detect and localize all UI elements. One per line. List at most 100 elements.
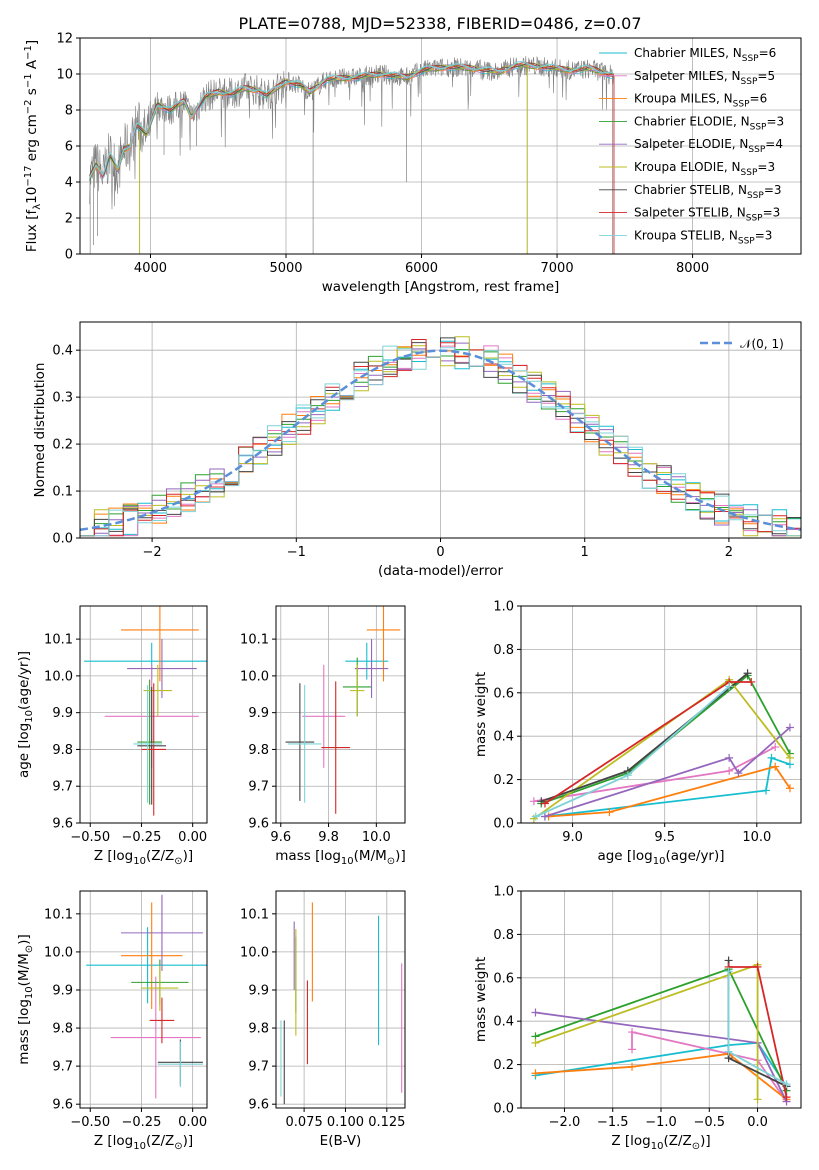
y-tick-label: 0.4 [493, 730, 514, 745]
x-tick-label: 9.0 [562, 830, 583, 845]
y-tick-label: 9.9 [248, 706, 269, 721]
plot-area [80, 891, 207, 1108]
x-tick-label: 0.125 [368, 1115, 405, 1130]
y-tick-label: 9.6 [52, 1098, 73, 1113]
data-point-marker [628, 1045, 637, 1054]
data-point-marker [734, 769, 743, 778]
legend-entry: Salpeter ELODIE, NSSP=4 [634, 137, 783, 155]
mass-weight-line [548, 765, 791, 818]
y-tick-label: 9.7 [52, 1060, 73, 1075]
data-point-marker [725, 766, 734, 775]
mass-weight-line [544, 756, 791, 818]
y-tick-label: 10.1 [44, 633, 73, 648]
residual-histogram-step [80, 336, 801, 537]
x-tick-label: −1.5 [597, 1115, 629, 1130]
plot-marks [84, 606, 207, 816]
x-axis-label: wavelength [Angstrom, rest frame] [322, 279, 560, 295]
y-tick-label: 0.8 [493, 643, 514, 658]
y-tick-label: 9.8 [248, 1022, 269, 1037]
y-tick-label: 0.3 [52, 391, 73, 406]
y-tick-label: 0.8 [493, 928, 514, 943]
plot-marks [280, 902, 403, 1105]
y-tick-label: 6 [65, 140, 73, 155]
axes-frame [520, 605, 802, 824]
plot-marks [529, 669, 794, 823]
axes-frame [275, 890, 406, 1109]
y-tick-label: 9.6 [52, 817, 73, 832]
y-tick-label: 0.2 [493, 1058, 514, 1073]
x-tick-label: −1.0 [645, 1115, 677, 1130]
data-point-marker [725, 682, 734, 691]
y-tick-label: 0.2 [52, 438, 73, 453]
x-tick-label: −0.50 [70, 1115, 110, 1130]
y-tick-label: 9.7 [248, 1060, 269, 1075]
x-axis-label: Z [log10(Z/Z⊙)] [611, 1133, 710, 1152]
y-tick-label: 9.6 [248, 1098, 269, 1113]
y-axis-label: age [log10(age/yr)] [16, 651, 35, 778]
x-tick-label: −0.50 [70, 830, 110, 845]
data-point-marker [782, 1080, 791, 1089]
y-tick-label: 9.8 [52, 743, 73, 758]
data-point-marker [767, 753, 776, 762]
y-tick-label: 1.0 [493, 600, 514, 615]
x-tick-label: −0.5 [693, 1115, 725, 1130]
x-tick-label: 0.00 [178, 830, 207, 845]
x-tick-label: 9.6 [270, 830, 291, 845]
y-tick-label: 10.0 [44, 669, 73, 684]
mass-weight-line [541, 674, 791, 805]
data-point-marker [724, 967, 733, 976]
spectrum-panel: Chabrier MILES, NSSP=6 Salpeter MILES, NS… [23, 32, 802, 295]
x-axis-label: Z [log10(Z/Z⊙)] [94, 1133, 193, 1152]
mass-weight-line [535, 1041, 788, 1087]
y-tick-label: 10.0 [240, 945, 269, 960]
y-tick-label: 9.9 [52, 706, 73, 721]
mass-vs-ebv-panel: 0.075 0.100 0.125 9.6 9.7 9.8 9.9 10.0 10.1 E(B-V… [240, 890, 406, 1149]
y-tick-label: 0.1 [52, 485, 73, 500]
legend-entry: 𝒩(0, 1) [740, 337, 784, 351]
y-tick-label: 10.1 [44, 907, 73, 922]
legend-entry: Kroupa MILES, NSSP=6 [634, 92, 767, 110]
mass-weight-line [631, 1030, 788, 1103]
x-tick-label: 4000 [134, 261, 167, 276]
plot-marks [86, 894, 207, 1099]
data-point-marker [529, 797, 538, 806]
age-vs-mass-panel: 9.6 9.8 10.0 9.6 9.7 9.8 9.9 10.0 10.1 mass [log1… [240, 605, 406, 867]
x-tick-label: 0.0 [747, 1115, 768, 1130]
normal-distribution-curve [80, 349, 801, 532]
y-axis-label: mass weight [473, 672, 489, 757]
plot-area [521, 606, 801, 823]
x-tick-label: 2 [725, 545, 733, 560]
x-axis-label: mass [log10(M/M⊙)] [275, 848, 405, 867]
legend-entry: Chabrier MILES, NSSP=6 [634, 46, 776, 64]
model-fit-line [88, 60, 614, 178]
plot-marks [80, 336, 801, 537]
y-tick-label: 0 [65, 248, 73, 263]
data-point-marker [540, 812, 549, 821]
data-point-marker [785, 723, 794, 732]
plot-marks [88, 56, 615, 254]
plot-marks [285, 606, 401, 814]
y-tick-label: 0.6 [493, 971, 514, 986]
y-tick-label: 12 [56, 32, 73, 47]
data-point-marker [628, 1062, 637, 1071]
data-point-marker [605, 808, 614, 817]
data-point-marker [782, 1093, 791, 1102]
data-point-marker [531, 1008, 540, 1017]
x-tick-label: 0 [436, 545, 444, 560]
legend-entry: Kroupa ELODIE, NSSP=3 [634, 160, 775, 178]
y-tick-label: 10.0 [240, 669, 269, 684]
x-tick-label: 9.5 [654, 830, 675, 845]
x-tick-label: 10.0 [362, 830, 391, 845]
data-point-marker [771, 762, 780, 771]
x-tick-label: −1 [287, 545, 306, 560]
y-tick-label: 10.1 [240, 633, 269, 648]
y-tick-label: 9.8 [52, 1022, 73, 1037]
y-tick-label: 9.7 [248, 780, 269, 795]
spectrum-legend: Chabrier MILES, NSSP=6 Salpeter MILES, NS… [599, 46, 784, 246]
y-tick-label: 0.4 [52, 344, 73, 359]
y-axis-label: mass weight [473, 957, 489, 1042]
weight-vs-z-panel: −2.0 −1.5 −1.0 −0.5 0.0 0.0 0.2 0.4 0.6 0.8 1.0 Z [… [473, 885, 802, 1152]
residual-histogram-step [80, 345, 801, 537]
y-axis-label: mass [log10(M/M⊙)] [16, 934, 35, 1064]
